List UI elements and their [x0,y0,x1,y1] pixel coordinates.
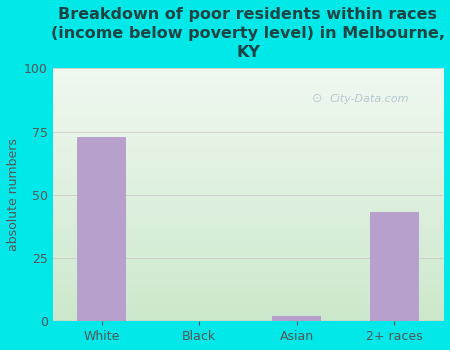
Bar [272,316,321,321]
Text: ⊙: ⊙ [312,92,323,105]
Text: City-Data.com: City-Data.com [330,94,410,104]
Bar [370,212,418,321]
Title: Breakdown of poor residents within races
(income below poverty level) in Melbour: Breakdown of poor residents within races… [51,7,445,60]
Y-axis label: absolute numbers: absolute numbers [7,138,20,251]
Bar [77,136,126,321]
